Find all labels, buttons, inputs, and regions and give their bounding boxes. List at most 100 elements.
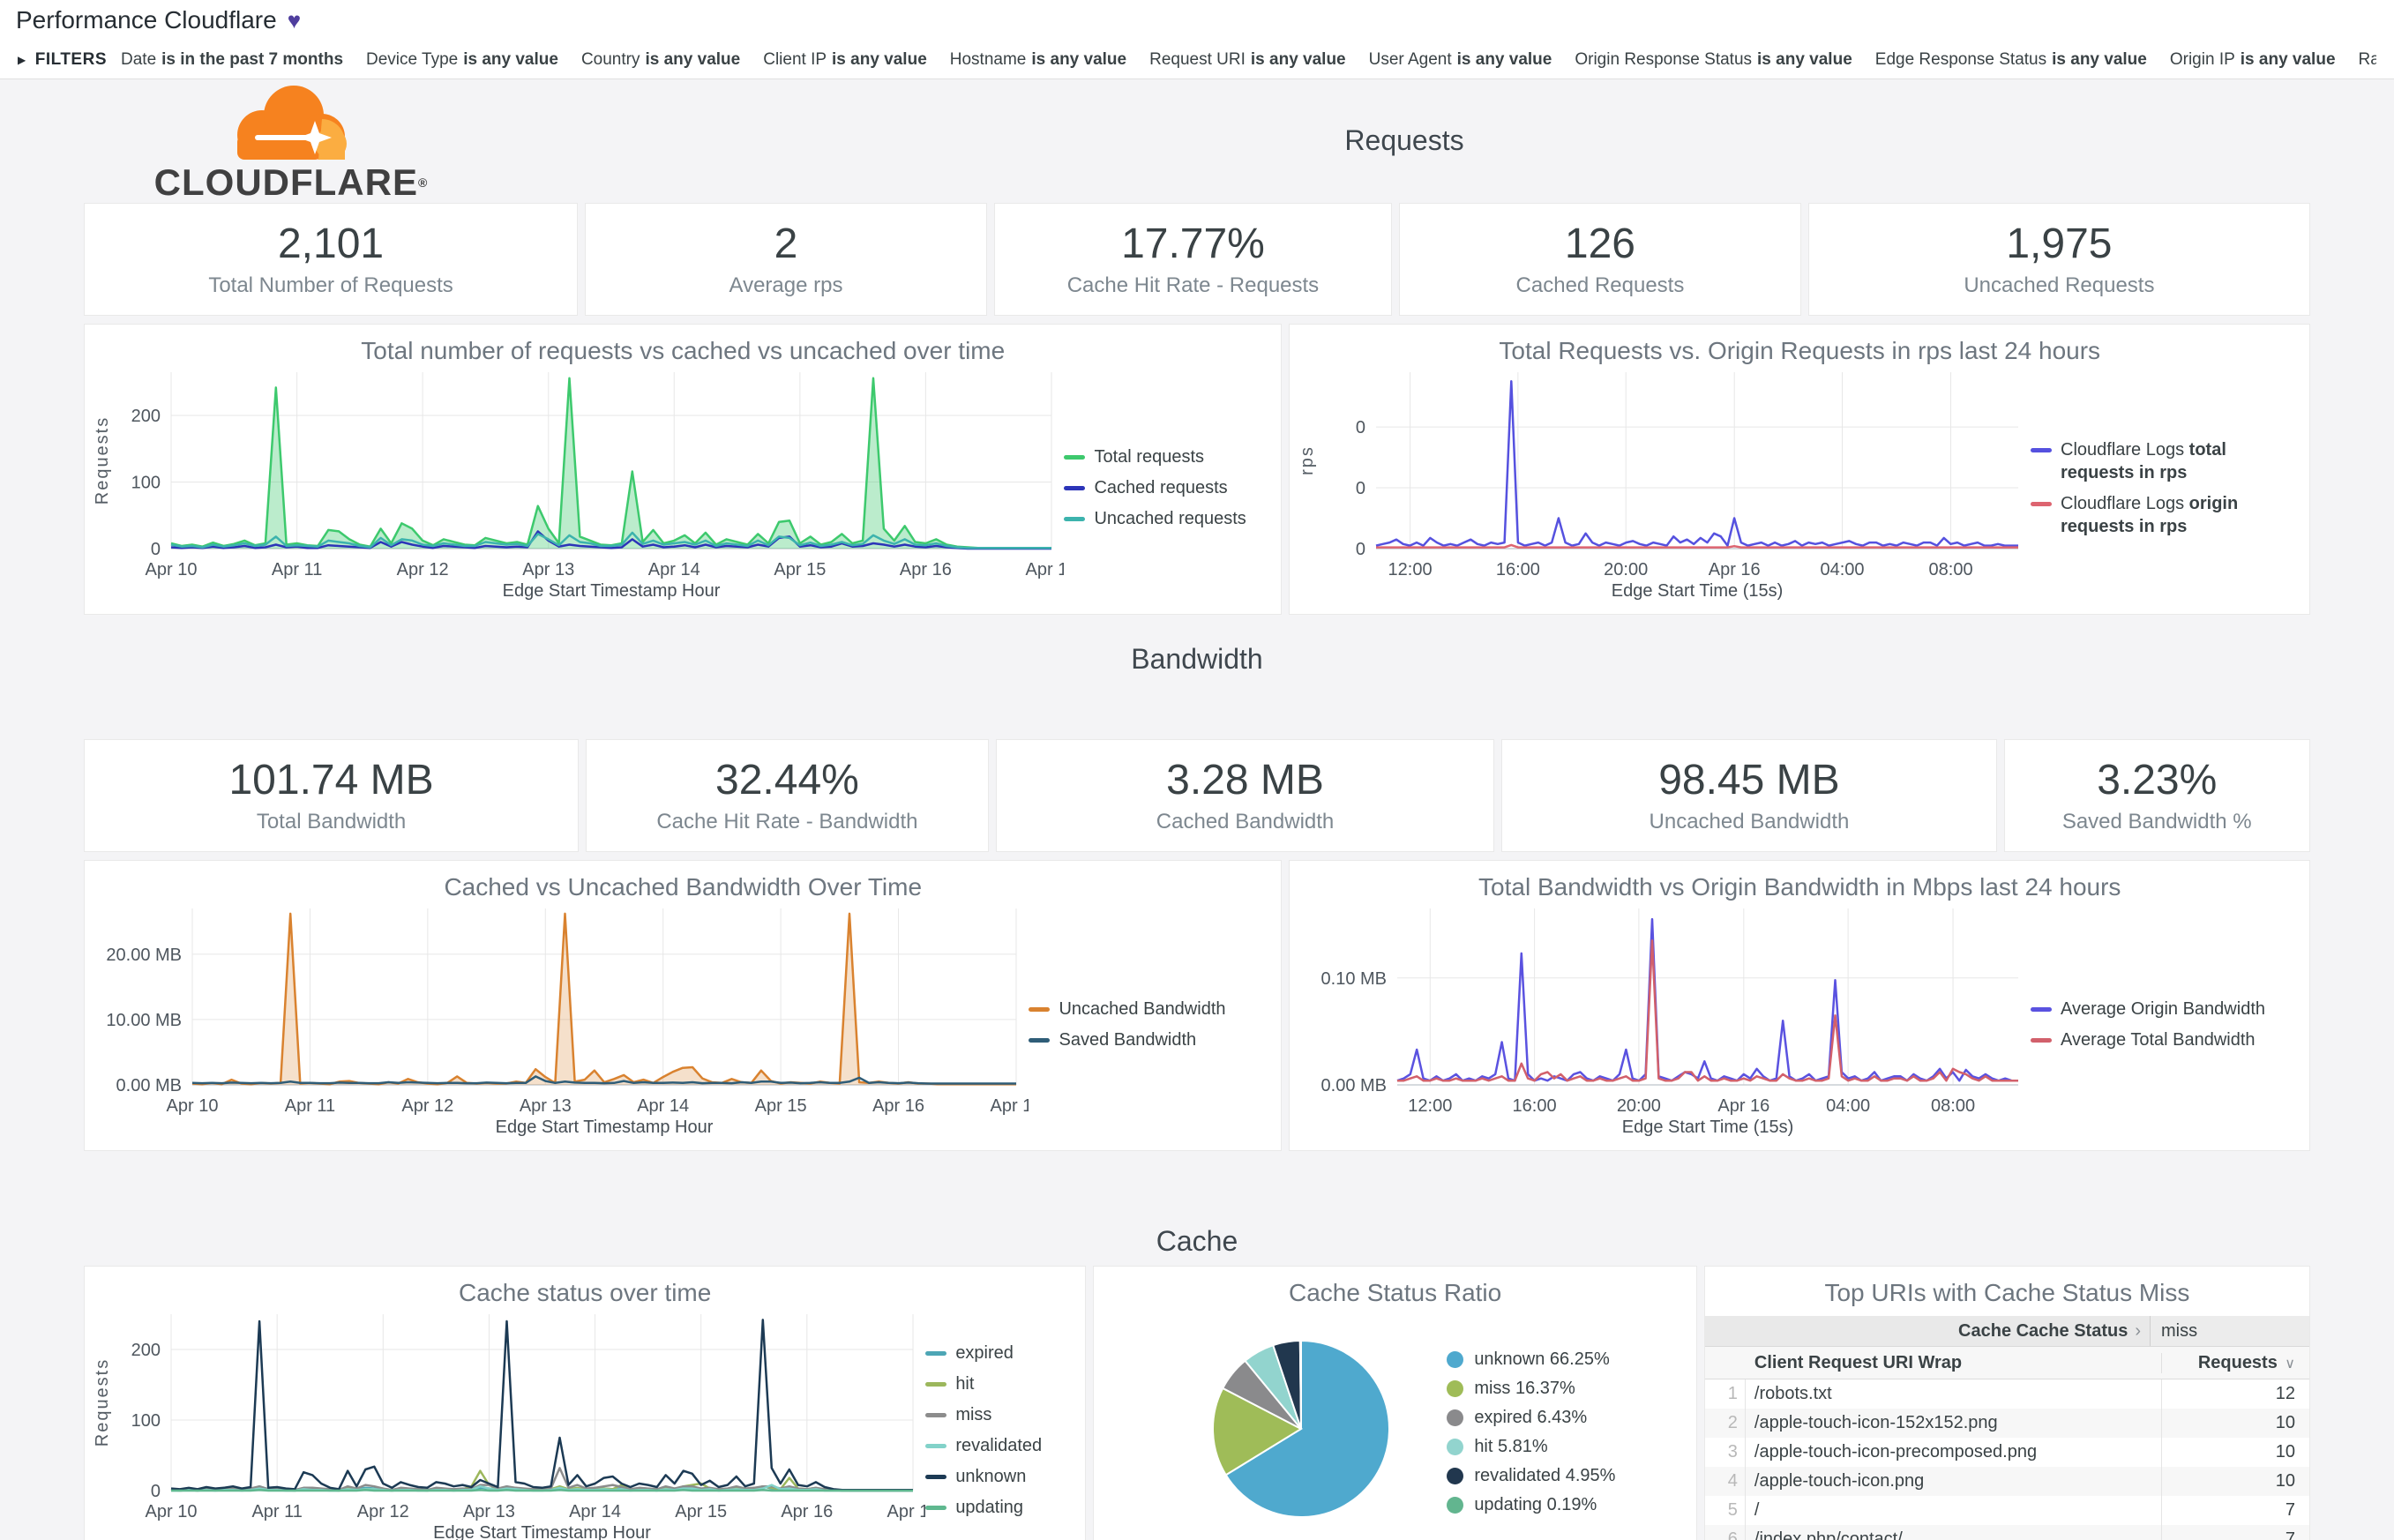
- legend-item[interactable]: hit: [925, 1372, 1071, 1395]
- legend-item[interactable]: Cloudflare Logs origin requests in rps: [2031, 492, 2295, 538]
- chart-legend: Uncached Bandwidth Saved Bandwidth: [1029, 901, 1276, 1147]
- svg-text:Apr 14: Apr 14: [637, 1096, 689, 1116]
- legend-item[interactable]: Cloudflare Logs total requests in rps: [2031, 438, 2295, 484]
- row-number: 3: [1705, 1438, 1746, 1467]
- rps_24h-plot[interactable]: 12:00 16:00 20:00 Apr 16 04:00 08:00 0 0 0 rps Edg…: [1291, 365, 2031, 603]
- requests_over_time-plot[interactable]: Apr 10 Apr 11 Apr 12 Apr 13 Apr 14 Apr 15 Apr …: [86, 365, 1064, 603]
- legend-item[interactable]: unknown: [925, 1465, 1071, 1488]
- table-row[interactable]: 5 / 7: [1705, 1496, 2309, 1525]
- requests-cell[interactable]: 10: [2161, 1409, 2309, 1438]
- filter-value: is any value: [463, 49, 558, 69]
- svg-text:16:00: 16:00: [1496, 560, 1540, 579]
- legend-item[interactable]: Total requests: [1064, 445, 1267, 468]
- table-row[interactable]: 3/apple-touch-icon-precomposed.png 10: [1705, 1438, 2309, 1467]
- legend-item[interactable]: revalidated: [925, 1434, 1071, 1457]
- kpi-tile[interactable]: 32.44% Cache Hit Rate - Bandwidth: [586, 739, 989, 852]
- legend-item[interactable]: expired: [925, 1342, 1071, 1364]
- filter-bar: ▶ FILTERS Date is in the past 7 months Dev…: [0, 41, 2394, 79]
- requests-cell[interactable]: 7: [2161, 1496, 2309, 1525]
- legend-item[interactable]: Average Total Bandwidth: [2031, 1028, 2295, 1051]
- legend-label: hit 5.81%: [1474, 1436, 1548, 1456]
- uri-cell[interactable]: /robots.txt: [1754, 1384, 1832, 1403]
- requests-cell[interactable]: 12: [2161, 1379, 2309, 1409]
- top-uris-table: Cache Cache Status › miss Client Request UR…: [1704, 1316, 2309, 1540]
- legend-item[interactable]: Saved Bandwidth: [1029, 1028, 1267, 1051]
- legend-item[interactable]: miss: [925, 1403, 1071, 1426]
- chart-title: Cache status over time: [458, 1279, 712, 1306]
- uri-cell[interactable]: /: [1754, 1500, 1760, 1520]
- kpi-tile[interactable]: 98.45 MB Uncached Bandwidth: [1501, 739, 1997, 852]
- cache_status_ratio-pie[interactable]: [1094, 1307, 1447, 1540]
- chart-title: Total Bandwidth vs Origin Bandwidth in M…: [1478, 873, 2121, 901]
- uri-cell[interactable]: /index.php/contact/: [1754, 1529, 1903, 1540]
- requests-cell[interactable]: 10: [2161, 1438, 2309, 1467]
- table-body: 1/robots.txt 12 2/apple-touch-icon-152x152…: [1704, 1379, 2309, 1540]
- filter-item[interactable]: Client IP is any value: [763, 50, 927, 70]
- legend-swatch: [1029, 1006, 1051, 1012]
- filter-item[interactable]: Origin IP is any value: [2170, 50, 2336, 70]
- kpi-tile[interactable]: 3.23% Saved Bandwidth %: [2003, 739, 2310, 852]
- filter-item[interactable]: Request URI is any value: [1149, 50, 1346, 70]
- legend-item[interactable]: hit 5.81%: [1447, 1435, 1615, 1458]
- svg-text:Apr 10: Apr 10: [146, 560, 198, 579]
- kpi-tile[interactable]: 2 Average rps: [585, 203, 987, 316]
- uri-column-header[interactable]: Client Request URI Wrap: [1754, 1352, 1963, 1372]
- pivot-value[interactable]: miss: [2150, 1316, 2309, 1346]
- svg-text:Apr 16: Apr 16: [900, 560, 952, 579]
- cache_status_over_time-plot[interactable]: Apr 10 Apr 11 Apr 12 Apr 13 Apr 14 Apr 15 Apr …: [86, 1307, 925, 1540]
- row-number: 2: [1705, 1409, 1746, 1438]
- uri-cell[interactable]: /apple-touch-icon-precomposed.png: [1754, 1442, 2038, 1462]
- kpi-tile[interactable]: 126 Cached Requests: [1399, 203, 1801, 316]
- requests-cell[interactable]: 10: [2161, 1467, 2309, 1496]
- bandwidth_24h-plot[interactable]: 12:00 16:00 20:00 Apr 16 04:00 08:00 0.00 MB 0.…: [1291, 901, 2031, 1140]
- filters-toggle[interactable]: ▶ FILTERS: [18, 50, 107, 70]
- registered-mark: ®: [417, 176, 429, 190]
- pivot-field-label[interactable]: Cache Cache Status: [1958, 1320, 2128, 1341]
- uri-cell[interactable]: /apple-touch-icon.png: [1754, 1471, 1925, 1491]
- legend-item[interactable]: Cached requests: [1064, 476, 1267, 499]
- legend-item[interactable]: expired 6.43%: [1447, 1406, 1615, 1429]
- legend-item[interactable]: miss 16.37%: [1447, 1377, 1615, 1400]
- top-uris-table-card: Top URIs with Cache Status Miss Cache Cac…: [1703, 1266, 2310, 1540]
- legend-item[interactable]: updating: [925, 1496, 1071, 1519]
- legend-item[interactable]: Uncached requests: [1064, 507, 1267, 530]
- table-row[interactable]: 1/robots.txt 12: [1705, 1379, 2309, 1409]
- legend-item[interactable]: Uncached Bandwidth: [1029, 998, 1267, 1020]
- bandwidth_over_time-plot[interactable]: Apr 10 Apr 11 Apr 12 Apr 13 Apr 14 Apr 15 Apr …: [86, 901, 1029, 1140]
- table-row[interactable]: 6/index.php/contact/7: [1704, 1525, 2309, 1540]
- uri-cell[interactable]: /apple-touch-icon-152x152.png: [1754, 1413, 1998, 1432]
- kpi-tile[interactable]: 2,101 Total Number of Requests: [84, 203, 579, 316]
- filter-item[interactable]: Country is any value: [581, 50, 740, 70]
- filter-item[interactable]: Date is in the past 7 months: [121, 50, 343, 70]
- legend-label: unknown: [955, 1466, 1027, 1486]
- chart-legend: Average Origin Bandwidth Average Total Ba…: [2031, 901, 2304, 1147]
- rps-24h-chart-card: Total Requests vs. Origin Requests in rp…: [1289, 324, 2310, 615]
- filter-item[interactable]: Origin Response Status is any value: [1575, 50, 1852, 70]
- filter-item[interactable]: Device Type is any value: [366, 50, 558, 70]
- svg-text:Apr 16: Apr 16: [872, 1096, 924, 1116]
- legend-item[interactable]: unknown 66.25%: [1447, 1348, 1615, 1371]
- table-row[interactable]: 4/apple-touch-icon.png 10: [1704, 1467, 2309, 1496]
- svg-text:0: 0: [151, 1482, 161, 1501]
- kpi-tile[interactable]: 17.77% Cache Hit Rate - Requests: [993, 203, 1393, 316]
- filter-item[interactable]: User Agent is any value: [1369, 50, 1552, 70]
- requests-column-header[interactable]: Requests ∨: [2161, 1352, 2309, 1373]
- svg-text:Apr 17: Apr 17: [991, 1096, 1029, 1116]
- kpi-tile[interactable]: 101.74 MB Total Bandwidth: [84, 739, 580, 852]
- cache-status-ratio-card: Cache Status Ratio unknown 66.25% miss 16.…: [1093, 1266, 1697, 1540]
- section-heading-cache: Cache: [1156, 1225, 1238, 1257]
- legend-item[interactable]: updating 0.19%: [1447, 1493, 1615, 1516]
- legend-item[interactable]: Average Origin Bandwidth: [2031, 998, 2295, 1020]
- filter-item[interactable]: Edge Response Status is any value: [1875, 50, 2147, 70]
- filter-item[interactable]: RayIDis any valu...: [2359, 50, 2376, 70]
- svg-text:Edge Start Timestamp Hour: Edge Start Timestamp Hour: [496, 1118, 714, 1137]
- legend-item[interactable]: revalidated 4.95%: [1447, 1464, 1615, 1487]
- svg-text:Apr 16: Apr 16: [781, 1502, 833, 1521]
- kpi-tile[interactable]: 1,975 Uncached Requests: [1807, 203, 2310, 316]
- legend-label: Average Total Bandwidth: [2061, 1029, 2256, 1050]
- requests-cell[interactable]: 7: [2161, 1525, 2309, 1540]
- kpi-value: 126: [1564, 221, 1635, 267]
- table-row[interactable]: 2/apple-touch-icon-152x152.png 10: [1704, 1409, 2309, 1438]
- filter-item[interactable]: Hostname is any value: [950, 50, 1126, 70]
- kpi-tile[interactable]: 3.28 MB Cached Bandwidth: [995, 739, 1495, 852]
